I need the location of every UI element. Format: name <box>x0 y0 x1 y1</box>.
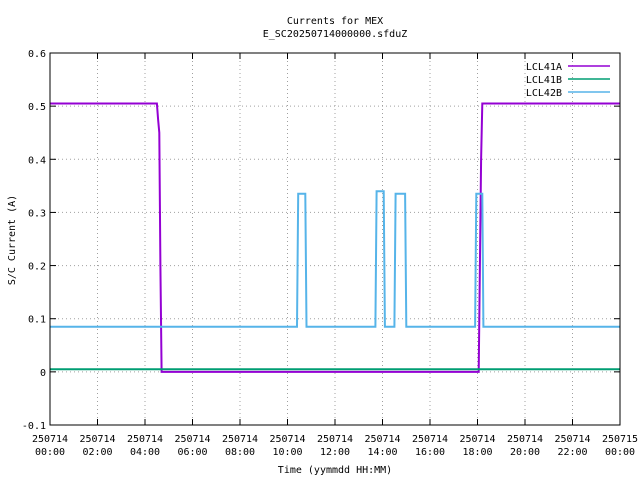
x-tick-date-label: 250714 <box>174 434 210 445</box>
x-tick-time-label: 00:00 <box>35 447 65 458</box>
chart-title: Currents for MEX <box>287 16 383 27</box>
x-tick-date-label: 250714 <box>507 434 543 445</box>
x-tick-date-label: 250714 <box>412 434 448 445</box>
x-tick-date-label: 250714 <box>459 434 495 445</box>
x-tick-time-label: 22:00 <box>557 447 587 458</box>
x-tick-time-label: 14:00 <box>367 447 397 458</box>
x-tick-time-label: 02:00 <box>82 447 112 458</box>
x-tick-date-label: 250714 <box>364 434 400 445</box>
x-tick-time-label: 06:00 <box>177 447 207 458</box>
series-line-lcl42b <box>50 190 620 328</box>
x-tick-time-label: 20:00 <box>510 447 540 458</box>
x-tick-date-label: 250714 <box>79 434 115 445</box>
tick-marks <box>49 52 621 426</box>
x-tick-date-label: 250714 <box>222 434 258 445</box>
x-tick-date-label: 250714 <box>127 434 163 445</box>
x-tick-time-label: 00:00 <box>605 447 635 458</box>
chart-subtitle: E_SC20250714000000.sfduZ <box>263 29 408 40</box>
y-axis-label: S/C Current (A) <box>7 195 18 285</box>
x-tick-date-label: 250714 <box>269 434 305 445</box>
legend-label-lcl41b: LCL41B <box>526 75 562 86</box>
series-line-lcl41a <box>50 102 620 373</box>
legend-label-lcl42b: LCL42B <box>526 88 562 99</box>
x-tick-time-label: 10:00 <box>272 447 302 458</box>
x-tick-time-label: 18:00 <box>462 447 492 458</box>
y-tick-label: 0.1 <box>28 315 46 326</box>
legend-label-lcl41a: LCL41A <box>526 62 562 73</box>
legend: LCL41A LCL41B LCL42B <box>526 62 610 99</box>
x-tick-time-label: 08:00 <box>225 447 255 458</box>
y-tick-label: 0.2 <box>28 262 46 273</box>
y-tick-label: -0.1 <box>22 421 46 432</box>
x-axis-label: Time (yymmdd HH:MM) <box>278 465 392 476</box>
x-tick-time-label: 12:00 <box>320 447 350 458</box>
x-tick-time-label: 04:00 <box>130 447 160 458</box>
tick-labels: -0.1 0 0.1 0.2 0.3 0.4 0.5 0.6 250714 00:00 250714… <box>22 49 638 458</box>
series-lines <box>50 102 620 373</box>
y-tick-label: 0.4 <box>28 155 46 166</box>
y-tick-label: 0 <box>40 368 46 379</box>
x-tick-date-label: 250714 <box>32 434 68 445</box>
y-tick-label: 0.5 <box>28 102 46 113</box>
x-tick-date-label: 250715 <box>602 434 638 445</box>
x-tick-date-label: 250714 <box>317 434 353 445</box>
x-tick-time-label: 16:00 <box>415 447 445 458</box>
x-tick-date-label: 250714 <box>554 434 590 445</box>
y-tick-label: 0.3 <box>28 208 46 219</box>
y-tick-label: 0.6 <box>28 49 46 60</box>
